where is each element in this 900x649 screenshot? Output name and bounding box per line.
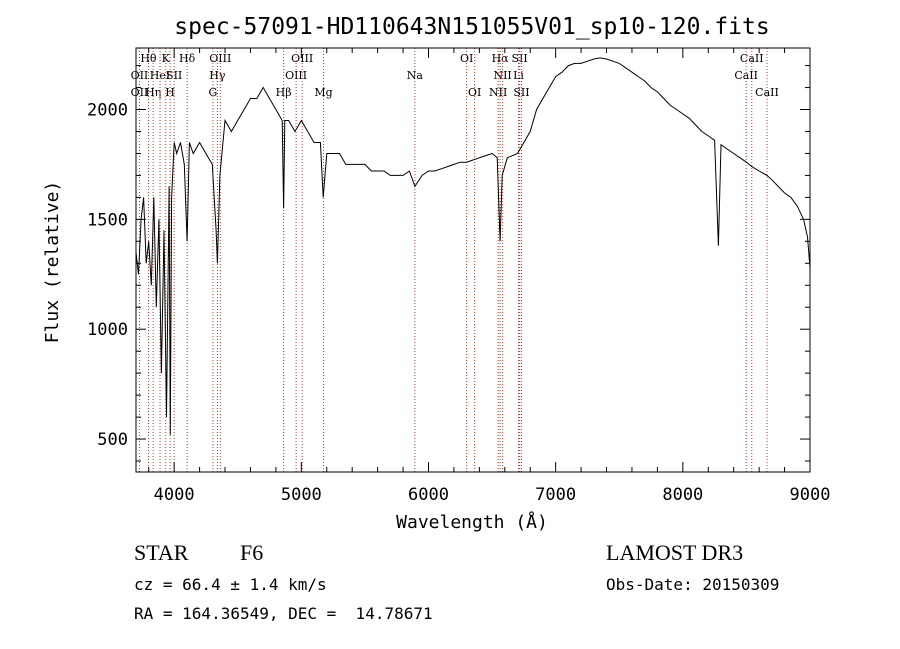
marker-label: OI — [460, 52, 473, 65]
marker-label: Hδ — [179, 52, 196, 65]
marker-label: Li — [513, 69, 524, 82]
survey-name: LAMOST DR3 — [606, 540, 744, 565]
marker-label: Hγ — [209, 69, 226, 82]
x-tick-label: 7000 — [535, 485, 576, 505]
y-tick-label: 500 — [97, 430, 128, 450]
marker-label: NII — [493, 69, 511, 82]
axis-ticks: 4000 5000 6000 7000 8000 9000 500 1000 1500 2000 — [87, 48, 830, 505]
x-tick-label: 8000 — [662, 485, 703, 505]
marker-label: K — [162, 52, 171, 65]
chart-title: spec-57091-HD110643N151055V01_sp10-120.f… — [174, 14, 769, 40]
y-tick-label: 1000 — [87, 320, 128, 340]
marker-label: Hθ — [140, 52, 157, 65]
coordinates: RA = 164.36549, DEC = 14.78671 — [134, 604, 433, 623]
spectral-class: F6 — [240, 540, 264, 565]
marker-label: Hβ — [276, 86, 292, 99]
spectrum-chart: spec-57091-HD110643N151055V01_sp10-120.f… — [42, 14, 830, 533]
marker-label: OII — [131, 69, 149, 82]
x-axis-label: Wavelength (Å) — [396, 511, 548, 533]
marker-label: OII — [131, 86, 149, 99]
marker-label: Hη — [145, 86, 161, 99]
y-tick-label: 1500 — [87, 210, 128, 230]
observation-date: Obs-Date: 20150309 — [606, 575, 780, 594]
x-tick-label: 4000 — [154, 485, 195, 505]
object-type: STAR — [134, 540, 189, 565]
plot-frame — [135, 47, 811, 473]
marker-label: OIII — [285, 69, 307, 82]
spectrum-line — [135, 57, 811, 435]
x-tick-label: 9000 — [790, 485, 831, 505]
marker-label: HeI — [150, 69, 170, 82]
marker-label: CaII — [755, 86, 779, 99]
y-tick-label: 2000 — [87, 101, 128, 121]
marker-label: Mg — [314, 86, 332, 99]
marker-label: SII — [513, 86, 529, 99]
x-tick-label: 6000 — [408, 485, 449, 505]
marker-label: OIII — [209, 52, 231, 65]
marker-label: H — [165, 86, 175, 99]
marker-label: NII — [489, 86, 507, 99]
marker-label: Hα — [492, 52, 510, 65]
marker-label: Na — [407, 69, 424, 82]
x-tick-label: 5000 — [281, 485, 322, 505]
marker-label: SII — [166, 69, 182, 82]
marker-label: OIII — [291, 52, 313, 65]
marker-label: G — [209, 86, 218, 99]
marker-label: OI — [468, 86, 481, 99]
marker-label: SII — [512, 52, 528, 65]
marker-label: CaII — [740, 52, 764, 65]
y-axis-label: Flux (relative) — [42, 181, 63, 344]
redshift-cz: cz = 66.4 ± 1.4 km/s — [134, 575, 327, 594]
marker-label: CaII — [734, 69, 758, 82]
